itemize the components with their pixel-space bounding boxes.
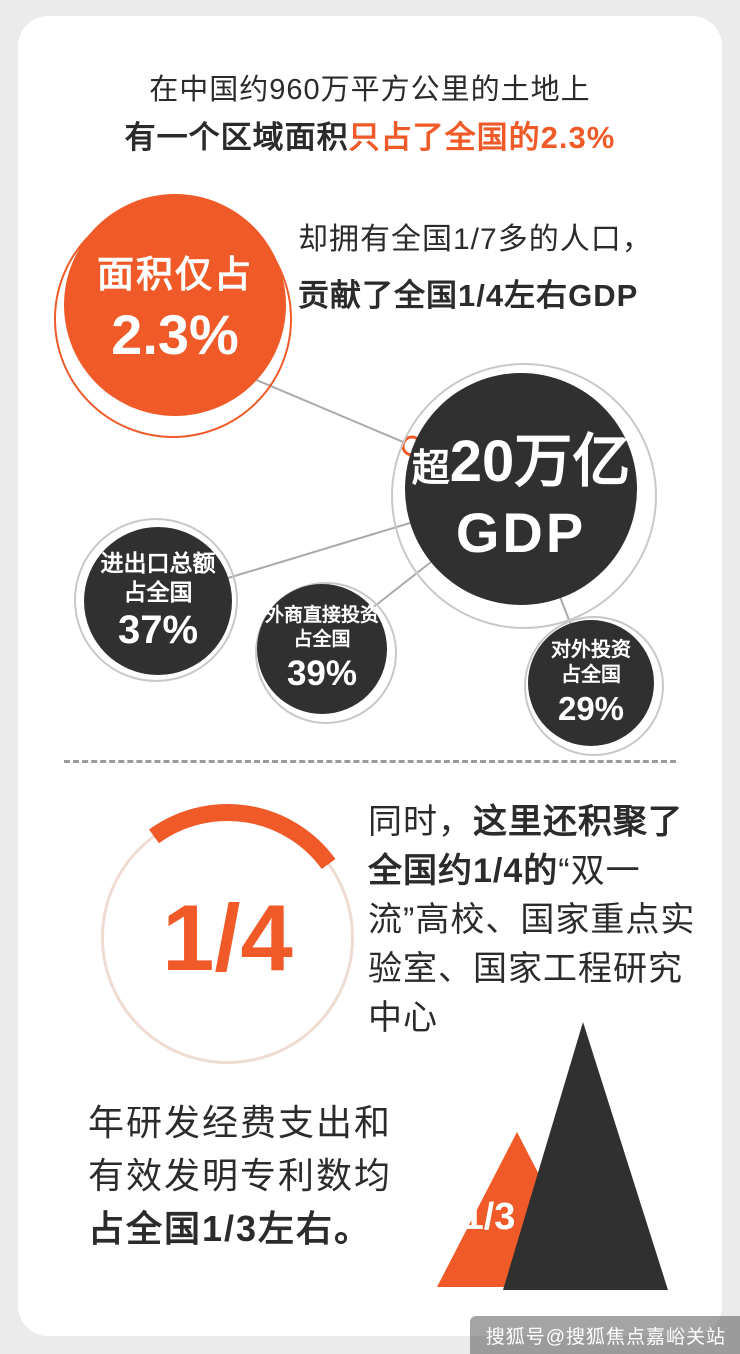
gdp-amount: 超 20万亿 [412, 414, 631, 498]
mountains-graphic [437, 1022, 668, 1290]
gdp-amount-value: 20万亿 [449, 428, 631, 494]
fdi-value: 39% [286, 653, 358, 693]
area-circle-value: 2.3% [111, 302, 239, 366]
import-export-value: 37% [117, 608, 199, 653]
quarter-description: 同时，这里还积聚了全国约1/4的“双一流”高校、国家重点实验室、国家工程研究中心 [368, 798, 700, 1043]
outbound-investment-circle-ring [524, 616, 664, 756]
rnd-line-3: 占全国1/3左右。 [88, 1208, 373, 1249]
area-circle-label: 面积仅占 [97, 253, 253, 295]
population-line-1: 却拥有全国1/7多的人口， [298, 223, 653, 256]
fdi-circle-ring [255, 582, 397, 724]
fdi-title: 外商直接投资 [264, 605, 379, 627]
outbound-investment-value: 29% [557, 690, 625, 727]
dark-mountain-icon [503, 1022, 668, 1290]
rnd-line-1: 年研发经费支出和 [88, 1102, 393, 1143]
mountain-ratio-label: 1/3 [462, 1196, 516, 1238]
population-line-2: 贡献了全国1/4左右GDP [298, 278, 639, 313]
fdi-circle: 外商直接投资 占全国 39% [257, 584, 387, 714]
header-line-2-normal: 有一个区域面积 [124, 120, 349, 155]
quarter-ring [101, 804, 354, 1064]
import-export-circle: 进出口总额 占全国 37% [84, 527, 232, 675]
watermark: 搜狐号@搜狐焦点嘉峪关站 [469, 1316, 740, 1354]
gdp-label: GDP [455, 500, 587, 564]
gdp-amount-prefix: 超 [411, 447, 450, 490]
rnd-line-2: 有效发明专利数均 [88, 1155, 393, 1196]
area-circle: 面积仅占 2.3% [64, 194, 286, 416]
population-text: 却拥有全国1/7多的人口， 贡献了全国1/4左右GDP [298, 214, 708, 315]
gdp-circle: 超 20万亿 GDP [405, 373, 637, 605]
quarter-description-normal-1: 同时， [368, 803, 473, 841]
quarter-ratio-value: 1/4 [162, 884, 293, 990]
gdp-circle-ring [391, 363, 657, 629]
outbound-investment-circle: 对外投资 占全国 29% [528, 620, 654, 746]
import-export-subtitle: 占全国 [123, 578, 193, 605]
quarter-description-bold: 这里还积聚了全国约1/4的 [368, 803, 683, 890]
import-export-circle-ring [74, 518, 238, 682]
outbound-investment-title: 对外投资 [551, 639, 631, 661]
rnd-description: 年研发经费支出和 有效发明专利数均 占全国1/3左右。 [88, 1096, 428, 1255]
header-line-2-accent: 只占了全国的2.3% [348, 120, 616, 155]
import-export-title: 进出口总额 [100, 549, 216, 576]
fdi-subtitle: 占全国 [293, 629, 351, 650]
header-line-2: 有一个区域面积只占了全国的2.3% [0, 112, 740, 157]
dashed-divider [64, 760, 676, 763]
header-line-1: 在中国约960万平方公里的土地上 [149, 74, 591, 106]
quarter-description-normal-2: “双一流”高校、国家重点实验室、国家工程研究中心 [368, 852, 696, 1037]
outbound-investment-subtitle: 占全国 [561, 664, 621, 686]
